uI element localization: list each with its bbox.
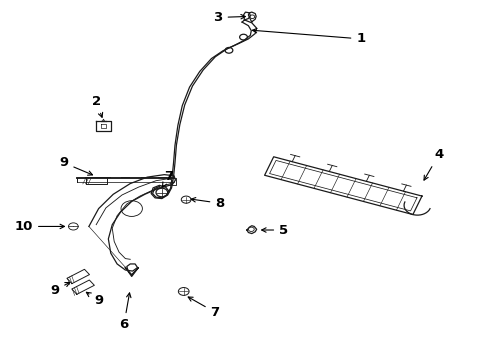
Text: 7: 7	[188, 297, 219, 319]
Text: 9: 9	[86, 292, 103, 307]
Text: 1: 1	[252, 28, 365, 45]
Text: 6: 6	[119, 293, 131, 331]
Text: 9: 9	[50, 283, 70, 297]
Text: 7: 7	[162, 170, 173, 187]
Text: 2: 2	[91, 95, 102, 117]
Text: 5: 5	[261, 224, 287, 237]
Text: 8: 8	[191, 197, 224, 210]
Text: 3: 3	[213, 11, 245, 24]
Text: 10: 10	[15, 220, 64, 233]
Text: 4: 4	[423, 148, 443, 180]
Text: 9: 9	[59, 156, 92, 175]
